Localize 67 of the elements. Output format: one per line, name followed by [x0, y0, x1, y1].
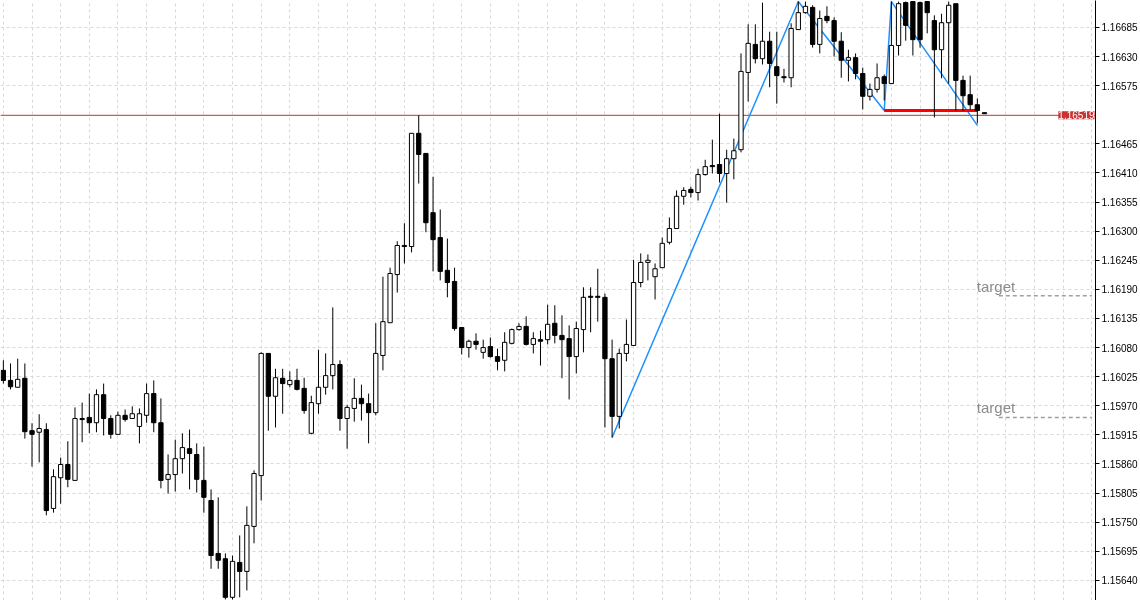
- y-tick-label: 1.16575: [1101, 80, 1139, 92]
- y-tick-label: 1.16465: [1101, 138, 1139, 150]
- candlestick: [623, 319, 630, 362]
- y-tick-label: 1.15640: [1101, 575, 1139, 587]
- candlestick: [136, 407, 143, 444]
- candlestick: [502, 331, 508, 372]
- y-tick-label: 1.16245: [1101, 255, 1139, 267]
- candlestick: [852, 52, 859, 80]
- candlestick: [537, 330, 544, 367]
- y-tick-label: 1.16025: [1101, 371, 1139, 383]
- y-tick-label: 1.16355: [1101, 197, 1139, 209]
- candlestick: [444, 238, 451, 298]
- candlestick: [86, 393, 92, 434]
- y-tick-label: 1.15695: [1101, 546, 1139, 558]
- candlestick: [767, 31, 773, 88]
- candlestick: [480, 339, 486, 360]
- y-tick-label: 1.15805: [1101, 488, 1139, 500]
- candlestick: [946, 1, 952, 85]
- y-tick-label: 1.15915: [1101, 429, 1139, 441]
- candlestick: [752, 23, 758, 64]
- y-tick-label: 1.16685: [1101, 22, 1139, 34]
- y-tick-label: 1.15750: [1101, 517, 1139, 529]
- y-tick-label: 1.15860: [1101, 458, 1139, 470]
- candlestick: [58, 457, 64, 505]
- candlestick: [100, 383, 107, 436]
- candlestick: [358, 384, 365, 422]
- candlestick: [179, 432, 186, 475]
- candlestick: [315, 349, 322, 415]
- y-tick-label: 1.16135: [1101, 313, 1139, 325]
- candlestick: [716, 113, 723, 184]
- candlestick: [272, 368, 279, 428]
- y-tick-label: 1.16300: [1101, 226, 1139, 238]
- series-label: target: [976, 277, 1017, 295]
- y-tick-label: 1.16080: [1101, 342, 1139, 354]
- candlestick: [15, 358, 21, 388]
- candlestick: [709, 139, 716, 175]
- candlestick: [487, 337, 493, 359]
- line-series: [611, 0, 979, 439]
- ref-line-label: 1.16519: [1058, 110, 1095, 122]
- candlestick: [280, 368, 286, 415]
- candlestick: [845, 49, 852, 82]
- candlestick: [237, 534, 243, 598]
- candlestick: [759, 2, 766, 66]
- candlestick: [186, 429, 193, 490]
- candlestick: [401, 222, 408, 264]
- y-tick-label: 1.16190: [1101, 284, 1139, 296]
- candlestick: [774, 31, 780, 105]
- candlestick: [322, 352, 329, 396]
- series-label: target: [976, 399, 1017, 417]
- candlestick: [974, 97, 980, 124]
- candlestick: [652, 262, 658, 300]
- candlestick: [731, 138, 737, 180]
- candlestick: [201, 446, 207, 514]
- candlestick: [365, 393, 372, 444]
- candlestick: [595, 268, 601, 323]
- y-tick-label: 1.16630: [1101, 51, 1139, 63]
- candlestick: [143, 383, 150, 424]
- y-tick-label: 1.15970: [1101, 400, 1139, 412]
- candlestick: [587, 286, 594, 333]
- candlestick: [0, 359, 7, 385]
- candlestick: [724, 149, 730, 204]
- candlestick: [530, 331, 536, 354]
- candlestick: [666, 216, 673, 245]
- candlestick: [7, 362, 14, 390]
- candlestick: [544, 304, 551, 345]
- candlestick: [494, 348, 501, 371]
- y-tick-label: 1.16410: [1101, 167, 1139, 179]
